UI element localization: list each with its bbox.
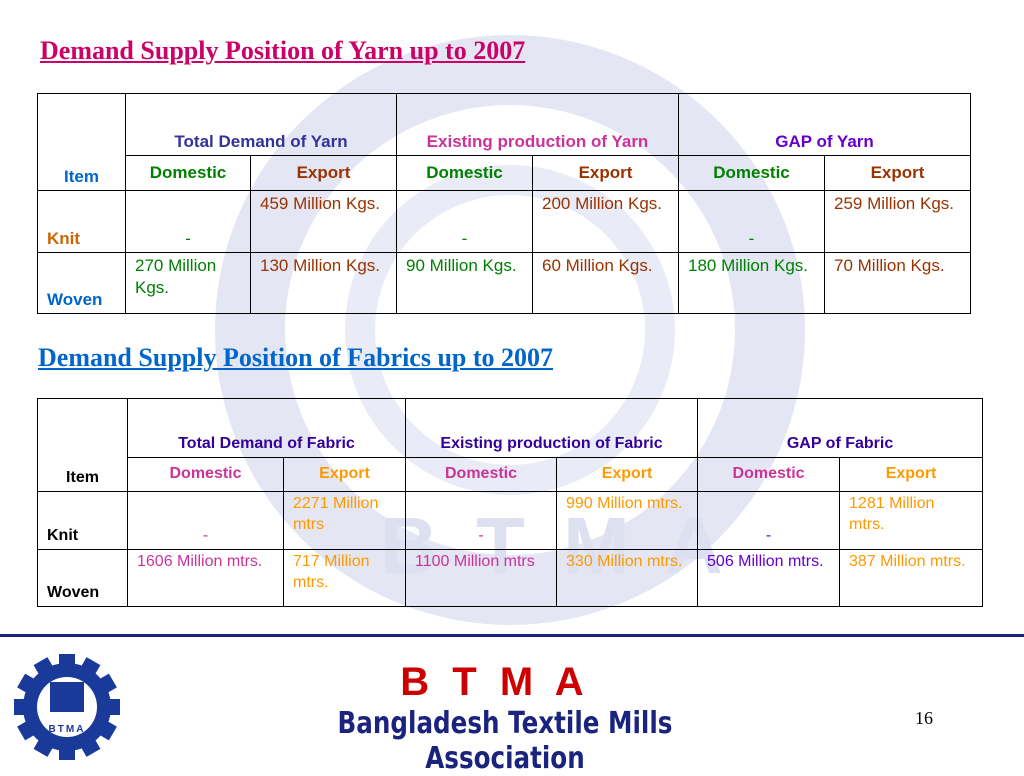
logo-tooth <box>76 657 101 683</box>
table-cell: 2271 Million mtrs <box>282 491 407 550</box>
association-name: Bangladesh Textile Mills Association <box>337 706 673 776</box>
table-cell: - <box>678 190 825 253</box>
table-cell: 200 Million Kgs. <box>532 190 679 253</box>
column-header: Export <box>556 457 699 492</box>
table-row: Domestic Export Domestic Export Domestic Expo… <box>38 457 984 492</box>
column-header: Domestic <box>125 155 251 191</box>
table-cell: 1100 Million mtrs <box>405 549 558 607</box>
item-header: Item <box>37 398 128 492</box>
row-label: Knit <box>37 491 128 550</box>
logo-tooth <box>91 716 117 741</box>
acronym: B T M A <box>400 660 590 704</box>
footer-rule <box>0 634 1024 637</box>
yarn-table: Item Total Demand of Yarn Existing product… <box>37 93 972 314</box>
column-header: Export <box>823 155 972 191</box>
table-cell: 990 Million mtrs. <box>556 491 699 550</box>
row-label: Woven <box>37 252 126 314</box>
group-header: Total Demand of Yarn <box>125 93 397 156</box>
table-row: Knit -459 Million Kgs. -200 Million Kgs. -2… <box>37 190 972 253</box>
table-cell: 1606 Million mtrs. <box>127 549 284 607</box>
logo-tooth <box>100 699 120 715</box>
table-row: Woven 270 Million Kgs. 130 Million Kgs. 90 … <box>37 252 972 314</box>
item-header: Item <box>37 93 126 191</box>
logo-tooth <box>91 673 117 698</box>
logo-tooth <box>17 716 43 741</box>
table-cell: 259 Million Kgs. <box>823 190 972 253</box>
column-header: Domestic <box>405 457 558 492</box>
column-header: Export <box>532 155 679 191</box>
logo-tooth <box>59 654 75 674</box>
column-header: Domestic <box>678 155 825 191</box>
column-header: Domestic <box>127 457 284 492</box>
column-header: Domestic <box>697 457 841 492</box>
table-cell: - <box>405 491 558 550</box>
logo-tooth <box>59 740 75 760</box>
table-row: Knit -2271 Million mtrs -990 Million mtrs.… <box>37 491 984 550</box>
table-cell: - <box>127 491 284 550</box>
group-header: Existing production of Fabric <box>405 398 699 458</box>
table-cell: 1281 Million mtrs. <box>839 491 984 550</box>
table-cell: 506 Million mtrs. <box>697 549 841 607</box>
row-label: Woven <box>37 549 128 607</box>
group-header: GAP of Yarn <box>677 93 972 156</box>
table-row: Item Total Demand of Yarn Existing product… <box>37 93 972 191</box>
table-title: Demand Supply Position of Fabrics up to … <box>38 343 554 372</box>
table-cell: 180 Million Kgs. <box>678 252 825 314</box>
column-header: Export <box>282 457 407 492</box>
table-cell: 60 Million Kgs. <box>532 252 679 314</box>
logo-tooth <box>17 673 43 698</box>
logo-text: BTMA <box>49 724 86 735</box>
table-cell: 70 Million Kgs. <box>823 252 972 314</box>
table-cell: 459 Million Kgs. <box>250 190 397 253</box>
row-label: Knit <box>37 190 126 253</box>
table-cell: 90 Million Kgs. <box>396 252 533 314</box>
logo-tooth <box>14 699 34 715</box>
table-cell: - <box>125 190 251 253</box>
logo-tooth <box>33 731 58 757</box>
logo-tooth <box>76 731 101 757</box>
table-row: Item Total Demand of Fabric Existing produ… <box>37 398 984 492</box>
column-header: Domestic <box>396 155 533 191</box>
column-header: Export <box>839 457 984 492</box>
group-header: Total Demand of Fabric <box>126 398 407 458</box>
group-header: Existing production of Yarn <box>396 93 679 156</box>
table-title: Demand Supply Position of Yarn up to 200… <box>40 36 526 65</box>
table-cell: 330 Million mtrs. <box>556 549 699 607</box>
table-cell: 717 Million mtrs. <box>282 549 407 607</box>
page-number: 16 <box>915 708 933 728</box>
table-cell: 130 Million Kgs. <box>250 252 397 314</box>
table-row: Woven 1606 Million mtrs. 717 Million mtrs.… <box>37 549 984 607</box>
table-cell: - <box>697 491 841 550</box>
column-header: Export <box>250 155 397 191</box>
group-header: GAP of Fabric <box>697 398 984 458</box>
logo: BTMA <box>14 654 120 760</box>
table-row: Domestic Export Domestic Export Domestic Expo… <box>38 155 972 191</box>
table-cell: - <box>396 190 533 253</box>
table-cell: 270 Million Kgs. <box>125 252 251 314</box>
logo-tooth <box>33 657 58 683</box>
fabric-table: Item Total Demand of Fabric Existing produ… <box>37 398 984 607</box>
table-cell: 387 Million mtrs. <box>839 549 984 607</box>
